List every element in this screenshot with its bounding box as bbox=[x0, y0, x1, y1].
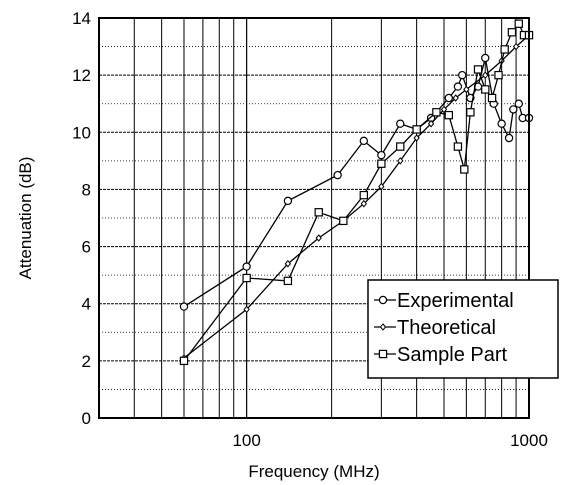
y-tick-label: 12 bbox=[72, 66, 91, 85]
data-point-theoretical bbox=[463, 85, 470, 94]
data-point-theoretical bbox=[315, 234, 322, 242]
data-point-sample-part bbox=[314, 208, 323, 217]
data-point-sample-part bbox=[396, 142, 405, 151]
data-point-experimental bbox=[453, 82, 463, 91]
data-point-theoretical bbox=[413, 134, 420, 142]
series-line-experimental bbox=[183, 57, 529, 308]
data-point-experimental bbox=[283, 196, 293, 206]
data-point-theoretical bbox=[482, 71, 489, 79]
data-point-sample-part bbox=[242, 273, 251, 283]
data-point-sample-part bbox=[481, 85, 490, 94]
legend-box bbox=[367, 279, 559, 379]
data-point-sample-part bbox=[359, 190, 369, 200]
legend-label-experimental: Experimental bbox=[397, 290, 514, 312]
legend-marker-sample-part bbox=[378, 349, 388, 359]
data-point-experimental bbox=[377, 150, 386, 160]
series-theoretical bbox=[180, 31, 533, 362]
series-sample-part bbox=[179, 19, 534, 366]
legend-label-sample-part: Sample Part bbox=[397, 344, 507, 366]
data-point-experimental bbox=[444, 93, 454, 103]
y-tick-label: 8 bbox=[82, 180, 91, 199]
data-point-theoretical bbox=[440, 105, 448, 114]
data-point-experimental bbox=[514, 99, 523, 108]
data-point-theoretical bbox=[427, 119, 435, 128]
series-experimental bbox=[179, 53, 534, 311]
y-tick-label: 0 bbox=[82, 409, 91, 428]
data-point-theoretical bbox=[512, 42, 520, 51]
data-point-sample-part bbox=[507, 28, 517, 37]
x-tick-label: 100 bbox=[232, 431, 260, 450]
legend-marker-theoretical bbox=[379, 323, 387, 331]
data-point-sample-part bbox=[514, 19, 523, 28]
data-point-sample-part bbox=[494, 70, 503, 80]
data-point-theoretical bbox=[360, 199, 367, 208]
data-point-sample-part bbox=[339, 216, 348, 226]
data-point-theoretical bbox=[243, 305, 250, 314]
data-point-sample-part bbox=[179, 356, 189, 366]
data-point-experimental bbox=[509, 105, 518, 114]
data-point-experimental bbox=[396, 119, 405, 128]
data-point-theoretical bbox=[378, 182, 385, 191]
y-tick-label: 14 bbox=[72, 9, 91, 28]
data-point-sample-part bbox=[412, 125, 421, 134]
data-point-experimental bbox=[497, 119, 506, 128]
legend-marker-experimental bbox=[378, 295, 388, 305]
y-tick-label: 4 bbox=[82, 295, 91, 314]
data-point-sample-part bbox=[453, 142, 463, 151]
data-point-sample-part bbox=[460, 165, 469, 174]
data-point-sample-part bbox=[473, 65, 483, 74]
y-tick-label: 10 bbox=[72, 123, 91, 142]
series-layer bbox=[179, 19, 534, 366]
data-point-experimental bbox=[359, 136, 369, 146]
plot-frame bbox=[98, 17, 530, 419]
data-point-sample-part bbox=[500, 45, 509, 54]
data-point-sample-part bbox=[487, 93, 497, 103]
data-point-sample-part bbox=[444, 110, 454, 120]
data-point-sample-part bbox=[432, 108, 441, 117]
data-point-theoretical bbox=[452, 94, 459, 102]
legend: Experimental Theoretical Sample Part bbox=[367, 279, 559, 379]
y-tick-label: 6 bbox=[82, 238, 91, 257]
data-point-experimental bbox=[179, 302, 189, 311]
data-point-experimental bbox=[458, 70, 467, 80]
data-point-experimental bbox=[242, 262, 251, 271]
x-axis-label: Frequency (MHz) bbox=[248, 462, 379, 481]
data-point-experimental bbox=[333, 170, 342, 180]
axis-ticks: 0 2 4 6 8 10 12 14 100 1000 bbox=[72, 9, 548, 450]
data-point-sample-part bbox=[377, 159, 386, 168]
data-point-sample-part bbox=[466, 108, 475, 117]
data-point-sample-part bbox=[283, 276, 293, 286]
y-tick-label: 2 bbox=[82, 352, 91, 371]
data-point-experimental bbox=[481, 53, 490, 63]
legend-label-theoretical: Theoretical bbox=[397, 317, 496, 339]
data-point-experimental bbox=[504, 133, 514, 143]
data-point-theoretical bbox=[284, 259, 292, 268]
data-point-theoretical bbox=[397, 157, 404, 165]
y-axis-label: Attenuation (dB) bbox=[16, 157, 35, 280]
x-tick-label: 1000 bbox=[510, 431, 548, 450]
